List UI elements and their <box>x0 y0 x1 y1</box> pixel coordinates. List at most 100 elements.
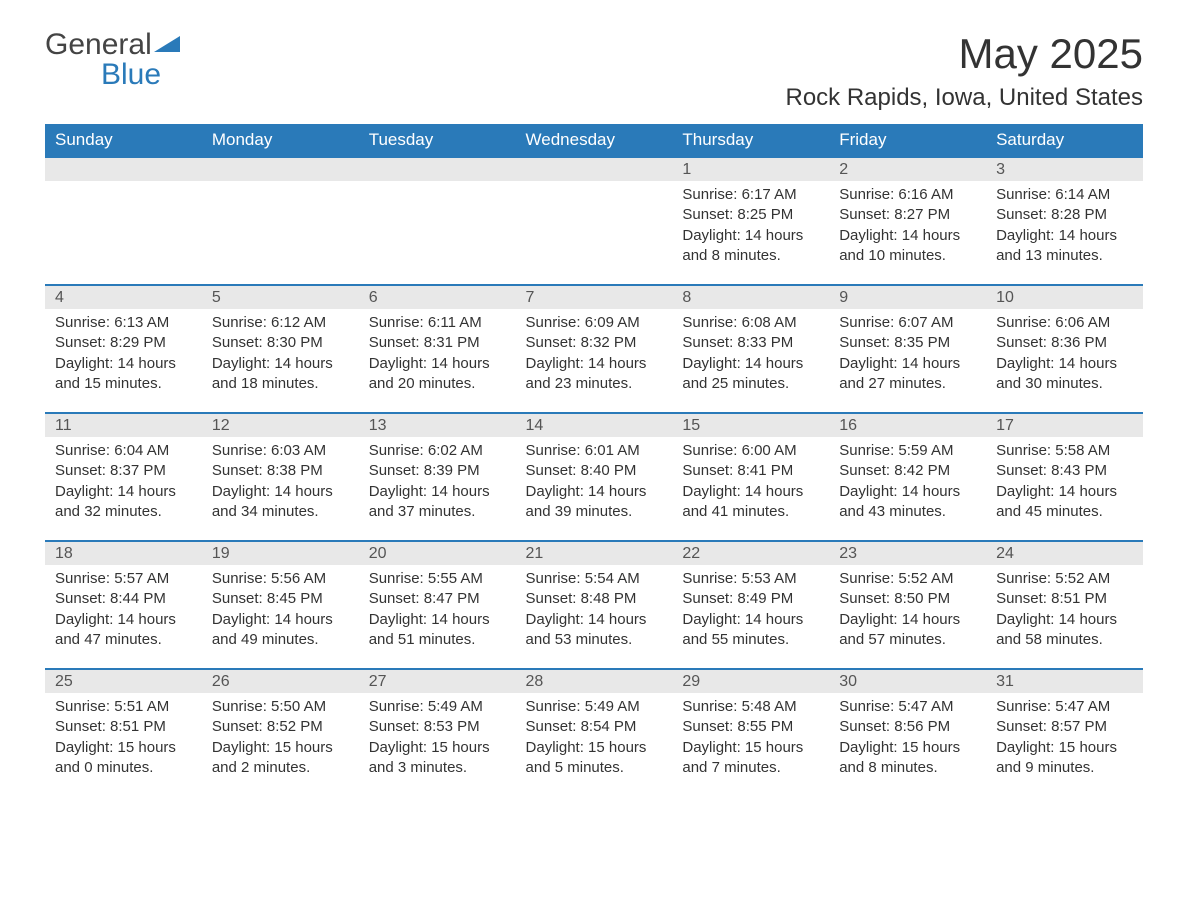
weekday-row: SundayMondayTuesdayWednesdayThursdayFrid… <box>45 124 1143 157</box>
day-number: 19 <box>202 542 359 565</box>
day-cell: 24 Sunrise: 5:52 AMSunset: 8:51 PMDayligh… <box>986 541 1143 669</box>
sunrise-line: Sunrise: 5:52 AM <box>996 569 1133 589</box>
sunset-line: Sunset: 8:42 PM <box>839 461 976 481</box>
day-details: Sunrise: 6:00 AMSunset: 8:41 PMDaylight:… <box>672 437 829 528</box>
day-cell: 4Sunrise: 6:13 AMSunset: 8:29 PMDaylight… <box>45 285 202 413</box>
day-details: Sunrise: 5:53 AMSunset: 8:49 PMDaylight:… <box>672 565 829 656</box>
sunrise-line: Sunrise: 6:03 AM <box>212 441 349 461</box>
header: General Blue May 2025 Rock Rapids, Iowa,… <box>45 30 1143 112</box>
sunset-line: Sunset: 8:30 PM <box>212 333 349 353</box>
day-details: Sunrise: 5:52 AMSunset: 8:50 PMDaylight:… <box>829 565 986 656</box>
daylight-line: Daylight: 14 hours and 27 minutes. <box>839 354 976 395</box>
sunset-line: Sunset: 8:45 PM <box>212 589 349 609</box>
sunrise-line: Sunrise: 5:52 AM <box>839 569 976 589</box>
daylight-line: Daylight: 14 hours and 8 minutes. <box>682 226 819 267</box>
daylight-line: Daylight: 14 hours and 23 minutes. <box>526 354 663 395</box>
daylight-line: Daylight: 14 hours and 18 minutes. <box>212 354 349 395</box>
daylight-line: Daylight: 14 hours and 51 minutes. <box>369 610 506 651</box>
day-details: Sunrise: 6:13 AMSunset: 8:29 PMDaylight:… <box>45 309 202 400</box>
sunset-line: Sunset: 8:56 PM <box>839 717 976 737</box>
daylight-line: Daylight: 14 hours and 49 minutes. <box>212 610 349 651</box>
logo-word2: Blue <box>101 58 161 91</box>
sunrise-line: Sunrise: 5:55 AM <box>369 569 506 589</box>
daylight-line: Daylight: 14 hours and 53 minutes. <box>526 610 663 651</box>
daylight-line: Daylight: 15 hours and 0 minutes. <box>55 738 192 779</box>
day-cell: 16Sunrise: 5:59 AMSunset: 8:42 PMDayligh… <box>829 413 986 541</box>
day-number: 7 <box>516 286 673 309</box>
day-number: 11 <box>45 414 202 437</box>
day-details: Sunrise: 5:47 AMSunset: 8:56 PMDaylight:… <box>829 693 986 784</box>
day-number: 5 <box>202 286 359 309</box>
day-number: 23 <box>829 542 986 565</box>
sunrise-line: Sunrise: 5:51 AM <box>55 697 192 717</box>
day-number: 16 <box>829 414 986 437</box>
daylight-line: Daylight: 15 hours and 3 minutes. <box>369 738 506 779</box>
day-number: 25 <box>45 670 202 693</box>
sunrise-line: Sunrise: 5:58 AM <box>996 441 1133 461</box>
day-number <box>45 158 202 181</box>
day-cell: 19 Sunrise: 5:56 AMSunset: 8:45 PMDayligh… <box>202 541 359 669</box>
day-number <box>516 158 673 181</box>
month-title: May 2025 <box>785 30 1143 78</box>
day-number: 24 <box>986 542 1143 565</box>
sunset-line: Sunset: 8:53 PM <box>369 717 506 737</box>
daylight-line: Daylight: 15 hours and 9 minutes. <box>996 738 1133 779</box>
sunset-line: Sunset: 8:50 PM <box>839 589 976 609</box>
sunset-line: Sunset: 8:37 PM <box>55 461 192 481</box>
day-details: Sunrise: 6:09 AMSunset: 8:32 PMDaylight:… <box>516 309 673 400</box>
sunrise-line: Sunrise: 6:06 AM <box>996 313 1133 333</box>
day-details: Sunrise: 5:57 AMSunset: 8:44 PMDaylight:… <box>45 565 202 656</box>
day-details: Sunrise: 5:50 AMSunset: 8:52 PMDaylight:… <box>202 693 359 784</box>
day-number: 22 <box>672 542 829 565</box>
day-cell: 31Sunrise: 5:47 AMSunset: 8:57 PMDayligh… <box>986 669 1143 797</box>
sunset-line: Sunset: 8:40 PM <box>526 461 663 481</box>
sunrise-line: Sunrise: 5:56 AM <box>212 569 349 589</box>
day-details: Sunrise: 6:07 AMSunset: 8:35 PMDaylight:… <box>829 309 986 400</box>
day-cell: 12Sunrise: 6:03 AMSunset: 8:38 PMDayligh… <box>202 413 359 541</box>
logo-arrow-icon <box>152 34 182 59</box>
sunset-line: Sunset: 8:39 PM <box>369 461 506 481</box>
day-details: Sunrise: 6:11 AMSunset: 8:31 PMDaylight:… <box>359 309 516 400</box>
daylight-line: Daylight: 14 hours and 10 minutes. <box>839 226 976 267</box>
day-cell: 14Sunrise: 6:01 AMSunset: 8:40 PMDayligh… <box>516 413 673 541</box>
weekday-header: Wednesday <box>516 124 673 157</box>
day-cell: 26Sunrise: 5:50 AMSunset: 8:52 PMDayligh… <box>202 669 359 797</box>
day-cell: 5Sunrise: 6:12 AMSunset: 8:30 PMDaylight… <box>202 285 359 413</box>
daylight-line: Daylight: 14 hours and 32 minutes. <box>55 482 192 523</box>
day-number: 18 <box>45 542 202 565</box>
weekday-header: Saturday <box>986 124 1143 157</box>
sunrise-line: Sunrise: 6:07 AM <box>839 313 976 333</box>
day-cell: 15Sunrise: 6:00 AMSunset: 8:41 PMDayligh… <box>672 413 829 541</box>
day-cell <box>202 157 359 285</box>
day-cell <box>359 157 516 285</box>
day-number: 4 <box>45 286 202 309</box>
day-cell: 22Sunrise: 5:53 AMSunset: 8:49 PMDayligh… <box>672 541 829 669</box>
sunrise-line: Sunrise: 5:57 AM <box>55 569 192 589</box>
daylight-line: Daylight: 15 hours and 8 minutes. <box>839 738 976 779</box>
sunset-line: Sunset: 8:51 PM <box>996 589 1133 609</box>
sunset-line: Sunset: 8:25 PM <box>682 205 819 225</box>
day-number: 2 <box>829 158 986 181</box>
calendar-table: SundayMondayTuesdayWednesdayThursdayFrid… <box>45 124 1143 797</box>
sunrise-line: Sunrise: 6:00 AM <box>682 441 819 461</box>
sunset-line: Sunset: 8:48 PM <box>526 589 663 609</box>
daylight-line: Daylight: 14 hours and 58 minutes. <box>996 610 1133 651</box>
sunset-line: Sunset: 8:35 PM <box>839 333 976 353</box>
day-cell: 2Sunrise: 6:16 AMSunset: 8:27 PMDaylight… <box>829 157 986 285</box>
daylight-line: Daylight: 14 hours and 43 minutes. <box>839 482 976 523</box>
day-details: Sunrise: 6:12 AMSunset: 8:30 PMDaylight:… <box>202 309 359 400</box>
sunset-line: Sunset: 8:41 PM <box>682 461 819 481</box>
day-number: 6 <box>359 286 516 309</box>
daylight-line: Daylight: 14 hours and 25 minutes. <box>682 354 819 395</box>
sunset-line: Sunset: 8:31 PM <box>369 333 506 353</box>
day-details: Sunrise: 6:06 AMSunset: 8:36 PMDaylight:… <box>986 309 1143 400</box>
sunset-line: Sunset: 8:52 PM <box>212 717 349 737</box>
sunrise-line: Sunrise: 6:11 AM <box>369 313 506 333</box>
sunset-line: Sunset: 8:43 PM <box>996 461 1133 481</box>
weekday-header: Tuesday <box>359 124 516 157</box>
day-cell: 30Sunrise: 5:47 AMSunset: 8:56 PMDayligh… <box>829 669 986 797</box>
day-details: Sunrise: 5:58 AMSunset: 8:43 PMDaylight:… <box>986 437 1143 528</box>
day-details: Sunrise: 5:48 AMSunset: 8:55 PMDaylight:… <box>672 693 829 784</box>
day-cell: 3Sunrise: 6:14 AMSunset: 8:28 PMDaylight… <box>986 157 1143 285</box>
day-cell <box>45 157 202 285</box>
